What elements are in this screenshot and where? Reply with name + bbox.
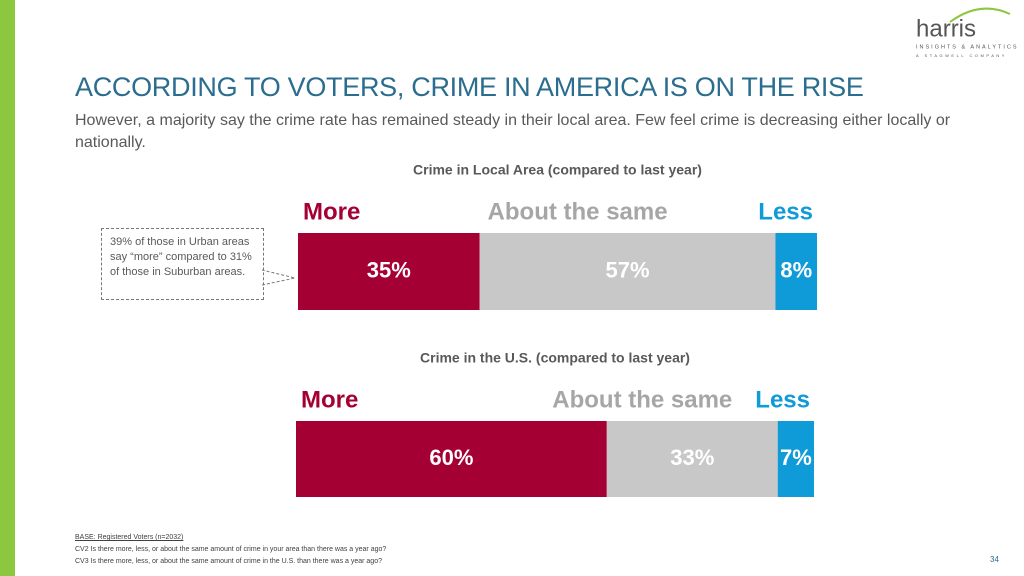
value-label: 8%	[780, 257, 812, 282]
legend-label: About the same	[552, 386, 732, 413]
bar-segment	[606, 421, 778, 497]
value-label: 60%	[429, 445, 473, 470]
legend-label: More	[303, 198, 360, 225]
logo-tagline: INSIGHTS & ANALYTICS	[916, 44, 1019, 50]
bar-segment	[777, 421, 814, 497]
logo-swoosh	[949, 7, 1011, 23]
legend-label: More	[301, 386, 358, 413]
chart-title: Crime in Local Area (compared to last ye…	[413, 162, 702, 178]
bar-segment	[296, 421, 607, 497]
footnote: BASE: Registered Voters (n=2032)	[75, 534, 184, 541]
callout-pointer	[261, 269, 296, 286]
bar-segment	[775, 233, 817, 310]
value-label: 35%	[367, 257, 411, 282]
legend-label: Less	[755, 386, 810, 413]
value-label: 33%	[670, 445, 714, 470]
chart-title: Crime in the U.S. (compared to last year…	[420, 350, 690, 366]
page-number: 34	[990, 555, 999, 564]
value-label: 57%	[606, 257, 650, 282]
bar-segment	[298, 233, 480, 310]
legend-label: Less	[758, 198, 813, 225]
legend-label: About the same	[488, 198, 668, 225]
slide-subtitle: However, a majority say the crime rate h…	[75, 112, 951, 151]
footnote: CV3 Is there more, less, or about the sa…	[75, 558, 382, 565]
logo-company: A STAGWELL COMPANY	[916, 53, 1007, 58]
accent-strip	[0, 0, 15, 576]
callout: 39% of those in Urban areas say “more” c…	[101, 228, 264, 300]
logo-name: harris	[916, 15, 976, 42]
slide-title: ACCORDING TO VOTERS, CRIME IN AMERICA IS…	[75, 72, 864, 102]
bar-segment	[479, 233, 776, 310]
value-label: 7%	[780, 445, 812, 470]
footnote: CV2 Is there more, less, or about the sa…	[75, 546, 387, 553]
